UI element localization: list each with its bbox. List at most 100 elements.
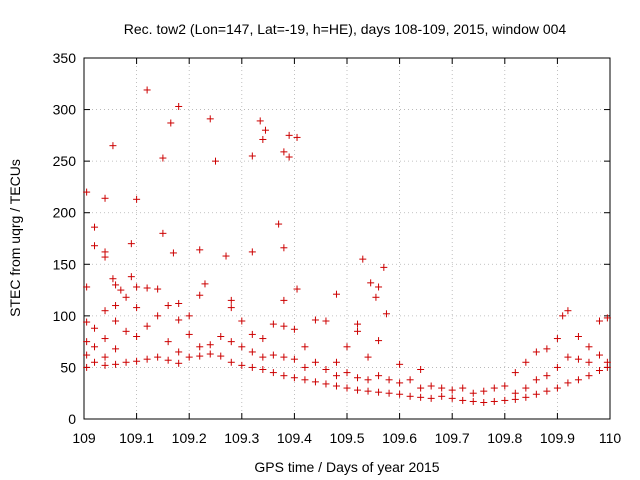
data-point [280, 353, 288, 361]
x-tick-label: 109.5 [329, 430, 364, 446]
data-markers [83, 86, 611, 406]
data-point [185, 330, 193, 338]
data-point [293, 133, 301, 141]
data-point [427, 394, 435, 402]
data-point [343, 343, 351, 351]
data-point [511, 369, 519, 377]
data-point [206, 341, 214, 349]
data-point [248, 152, 256, 160]
data-point [101, 194, 109, 202]
data-point [259, 135, 267, 143]
data-point [490, 397, 498, 405]
data-point [261, 126, 269, 134]
data-point [585, 343, 593, 351]
data-point [238, 317, 246, 325]
data-point [83, 363, 91, 371]
chart-title: Rec. tow2 (Lon=147, Lat=-19, h=HE), days… [124, 21, 567, 37]
data-point [175, 348, 183, 356]
data-point [574, 376, 582, 384]
data-point [206, 350, 214, 358]
data-point [248, 348, 256, 356]
data-point [196, 352, 204, 360]
data-point [133, 357, 141, 365]
data-point [553, 335, 561, 343]
data-point [169, 249, 177, 257]
data-point [293, 285, 301, 293]
data-point [196, 246, 204, 254]
data-point [185, 353, 193, 361]
x-tick-label: 109.8 [487, 430, 522, 446]
x-tick-label: 109.2 [172, 430, 207, 446]
data-point [574, 332, 582, 340]
data-point [83, 318, 91, 326]
data-point [196, 343, 204, 351]
data-point [227, 304, 235, 312]
data-point [532, 376, 540, 384]
x-tick-label: 110 [599, 430, 622, 446]
data-point [238, 361, 246, 369]
y-tick-label: 300 [53, 102, 77, 118]
data-point [83, 188, 91, 196]
data-point [285, 153, 293, 161]
data-point [553, 363, 561, 371]
data-point [543, 372, 551, 380]
data-point [559, 312, 567, 320]
data-point [522, 393, 530, 401]
data-point [175, 316, 183, 324]
data-point [532, 348, 540, 356]
data-point [122, 358, 130, 366]
data-point [532, 390, 540, 398]
data-point [101, 253, 109, 261]
data-point [175, 359, 183, 367]
data-point [603, 314, 611, 322]
data-point [595, 351, 603, 359]
data-point [127, 273, 135, 281]
data-point [164, 302, 172, 310]
data-point [248, 363, 256, 371]
data-point [269, 351, 277, 359]
data-point [280, 148, 288, 156]
data-point [359, 255, 367, 263]
data-point [364, 387, 372, 395]
data-point [259, 353, 267, 361]
data-point [438, 392, 446, 400]
data-point [375, 372, 383, 380]
data-point [280, 372, 288, 380]
data-point [133, 195, 141, 203]
data-point [311, 358, 319, 366]
grid-lines [84, 58, 610, 419]
data-point [332, 372, 340, 380]
data-point [143, 284, 151, 292]
data-point [375, 337, 383, 345]
data-point [364, 376, 372, 384]
data-point [112, 317, 120, 325]
x-tick-label: 109.4 [277, 430, 312, 446]
data-point [143, 322, 151, 330]
data-point [417, 365, 425, 373]
data-point [185, 312, 193, 320]
data-point [91, 223, 99, 231]
data-point [301, 343, 309, 351]
data-point [112, 302, 120, 310]
data-point [91, 358, 99, 366]
data-point [301, 376, 309, 384]
data-point [227, 296, 235, 304]
data-point [396, 390, 404, 398]
data-point [375, 388, 383, 396]
x-axis-label: GPS time / Days of year 2015 [254, 459, 439, 475]
data-point [522, 384, 530, 392]
data-point [564, 353, 572, 361]
data-point [175, 102, 183, 110]
data-point [469, 389, 477, 397]
data-point [212, 157, 219, 165]
data-point [417, 393, 425, 401]
y-tick-label: 0 [68, 411, 76, 427]
data-point [117, 286, 125, 294]
data-point [227, 358, 235, 366]
data-point [448, 394, 456, 402]
data-point [406, 376, 414, 384]
data-point [122, 327, 130, 335]
data-point [109, 142, 117, 150]
data-point [154, 312, 162, 320]
